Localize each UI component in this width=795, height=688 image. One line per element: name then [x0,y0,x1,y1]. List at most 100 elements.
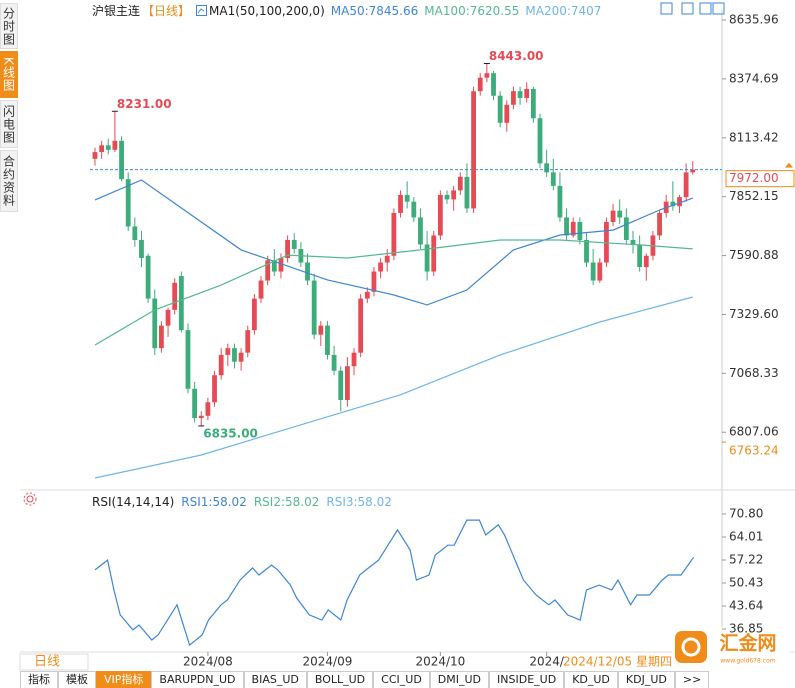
candle-body [378,262,383,272]
period-label: 日线 [34,655,60,670]
candle-body [125,179,131,227]
candle-body [212,375,217,403]
candle-body [404,194,410,202]
candle-body [145,255,151,299]
logo-name: 汇金网 [719,632,776,655]
y-tick-label: 36.85 [729,621,763,635]
annotation: 8443.00 [489,49,544,63]
toolbar-icons[interactable] [660,2,725,15]
candle-body [457,176,463,191]
cursor-date-bg [560,654,670,669]
candle-body [590,262,596,281]
candle-body [238,352,244,362]
candle-body [318,325,324,335]
candle-body [411,201,417,218]
period-box[interactable] [19,653,89,671]
candle-body [564,217,569,236]
candle-body [584,239,589,263]
x-tick-label: 2024/08 [183,655,233,669]
candle-body [511,91,516,105]
indicator-tab[interactable]: KD_UD [564,671,618,688]
chart-header: 沪银主连 【日线】 MA1(50,100,200,0) MA50:7845.66… [92,2,601,19]
candle-body [517,91,523,98]
candle-body [491,73,496,96]
candle-body [99,145,105,153]
sidebar-tab[interactable]: K线图 [0,51,18,98]
candle-body [311,280,317,335]
price-label: 6763.24 [729,444,779,458]
candle-body [152,298,158,349]
line [94,179,694,306]
legend-entry: RSI2:58.02 [253,495,320,509]
sidebar-tab[interactable]: 分时图 [0,3,18,49]
indicator-icon[interactable] [196,5,208,16]
indicator-tab[interactable]: BIAS_UD [243,671,307,688]
candle-body [537,118,543,164]
sidebar-tab[interactable]: 合约资料 [0,150,18,212]
candle-body [557,185,563,218]
y-tick-label: 6807.06 [729,425,779,439]
candle-body [225,348,231,355]
candle-body [604,221,609,263]
candle-body [657,212,662,236]
legend-entry: MA100:7620.55 [424,3,520,18]
candle-body [451,190,457,200]
legend-entry: MA200:7407 [525,3,602,18]
indicator-tab[interactable]: 指标 [20,671,58,688]
indicator-tab[interactable]: INSIDE_UD [489,671,565,688]
candle-body [597,262,603,281]
indicator-tab[interactable]: VIP指标 [96,671,152,688]
candle-body [670,201,676,207]
indicator-tab[interactable]: >> [674,671,710,688]
y-tick-label: 50.43 [729,576,763,590]
candle-body [471,91,476,209]
sidebar-tab[interactable]: 闪电图 [0,100,18,148]
candle-body [358,298,364,353]
candle-body [218,354,224,376]
candle-body [683,172,689,198]
candle-body [92,152,98,159]
indicator-tab[interactable]: BOLL_UD [306,671,374,688]
candle-body [371,271,377,292]
candle-body [643,255,649,268]
cursor-date: 2024/12/05 星期四 2 [563,655,683,669]
candle-body [637,244,643,268]
candle-body [617,210,623,218]
candle-body [278,258,284,272]
y-tick-label: 7068.33 [729,366,779,380]
candle-body [384,255,390,263]
candle-body [205,402,211,416]
rsi-title: RSI(14,14,14) [92,495,175,509]
price-label: 7972.00 [729,171,779,185]
settings-icon[interactable] [23,492,37,506]
candle-body [550,172,556,186]
candle-body [530,88,536,119]
logo-url: www.gold678.com [720,658,775,665]
candle-body [424,244,430,272]
x-tick-label: 2024/10 [415,655,465,669]
indicator-tab[interactable]: DMI_UD [429,671,490,688]
candle-body [398,194,403,213]
candle-body [544,163,550,173]
y-tick-label: 64.01 [729,530,763,544]
y-tick-label: 7590.88 [729,248,779,262]
candle-body [232,348,237,362]
price-label-box [725,170,795,188]
candle-body [119,140,124,180]
candle-body [690,169,696,173]
indicator-tab[interactable]: 模板 [58,671,96,688]
candle-body [185,330,191,389]
candle-body [444,194,450,200]
indicator-tab[interactable]: CCI_UD [373,671,430,688]
candle-body [570,221,576,236]
logo: 汇金网 www.gold678.com [672,627,790,667]
indicator-tab[interactable]: KDJ_UD [617,671,675,688]
candle-body [112,140,118,150]
period[interactable]: 【日线】 [142,4,191,18]
indicator-tab[interactable]: BARUPDN_UD [151,671,244,688]
y-tick-label: 8635.96 [729,12,779,26]
y-tick-label: 70.80 [729,507,763,521]
candle-body [351,352,357,367]
candle-body [391,212,397,256]
